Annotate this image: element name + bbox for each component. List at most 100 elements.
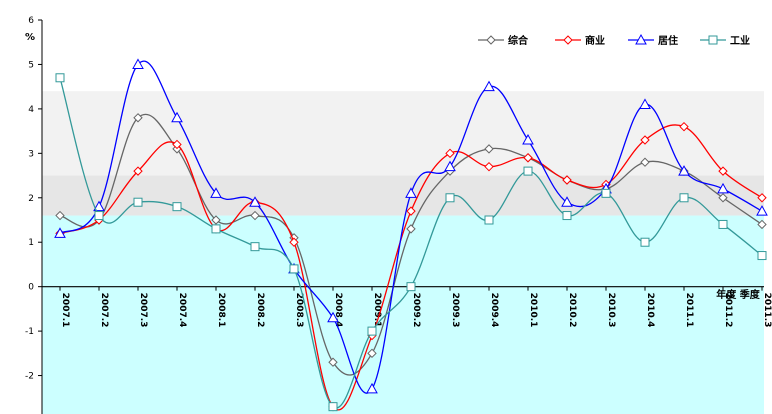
legend-label: 工业 bbox=[730, 34, 750, 47]
data-point bbox=[718, 219, 728, 229]
data-point bbox=[640, 157, 650, 167]
x-tick-label: 2009.2 bbox=[411, 293, 421, 328]
legend-marker bbox=[635, 33, 647, 45]
data-point bbox=[640, 135, 650, 145]
y-axis-label: % bbox=[25, 32, 35, 43]
x-tick-label: 2007.3 bbox=[138, 293, 148, 328]
data-point bbox=[679, 193, 689, 203]
data-point bbox=[718, 193, 728, 203]
x-tick-label: 2008.4 bbox=[333, 293, 343, 328]
data-point bbox=[406, 282, 416, 292]
legend-item: 综合 bbox=[478, 34, 529, 47]
data-point bbox=[249, 196, 261, 207]
x-tick-label: 2009.3 bbox=[450, 293, 460, 328]
series-4 bbox=[55, 73, 767, 412]
data-point bbox=[679, 121, 689, 132]
x-tick-label: 2008.1 bbox=[216, 293, 226, 328]
x-tick-label: 2009.4 bbox=[489, 293, 499, 328]
x-tick-label: 2010.3 bbox=[606, 293, 616, 328]
data-point bbox=[445, 193, 455, 203]
x-tick-label: 2008.2 bbox=[255, 293, 265, 328]
y-tick-label: 2 bbox=[28, 194, 34, 204]
x-tick-label: 2009.1 bbox=[372, 293, 382, 328]
legend-label: 商业 bbox=[585, 34, 605, 47]
data-point bbox=[406, 206, 416, 216]
data-point bbox=[523, 166, 533, 176]
background-band-1 bbox=[42, 91, 764, 176]
data-point bbox=[562, 175, 572, 185]
x-tick-label: 2010.1 bbox=[528, 293, 538, 328]
x-tick-label: 2011.2 bbox=[723, 293, 733, 328]
data-point bbox=[132, 58, 144, 69]
y-tick-label: 4 bbox=[28, 105, 34, 115]
data-point bbox=[405, 187, 417, 198]
data-point bbox=[718, 166, 728, 176]
data-point bbox=[93, 200, 105, 212]
y-tick-label: 6 bbox=[28, 16, 34, 26]
data-point bbox=[367, 348, 377, 359]
series-3 bbox=[54, 58, 768, 394]
data-point bbox=[328, 357, 338, 367]
data-point bbox=[367, 326, 377, 336]
x-tick-label: 2007.2 bbox=[99, 293, 109, 328]
y-tick-label: -2 bbox=[25, 372, 34, 382]
data-point bbox=[172, 139, 182, 150]
data-point bbox=[55, 210, 65, 221]
legend-marker bbox=[486, 35, 496, 45]
data-point bbox=[171, 111, 183, 123]
data-point bbox=[678, 165, 690, 176]
y-tick-label: 0 bbox=[28, 283, 34, 293]
x-axis-title: 年度 季度 bbox=[716, 288, 760, 301]
legend-item: 居住 bbox=[628, 33, 678, 47]
data-point bbox=[289, 237, 299, 247]
data-point bbox=[757, 251, 767, 261]
x-tick-label: 2008.3 bbox=[294, 293, 304, 328]
series-line bbox=[59, 77, 763, 409]
data-point bbox=[327, 311, 339, 323]
data-point bbox=[172, 202, 182, 212]
data-point bbox=[483, 80, 495, 92]
x-tick-label: 2011.3 bbox=[762, 293, 772, 328]
x-tick-label: 2010.4 bbox=[645, 293, 655, 328]
data-point bbox=[601, 188, 611, 198]
background-band-3 bbox=[42, 215, 764, 414]
x-tick-label: 2007.1 bbox=[60, 293, 70, 328]
data-point bbox=[717, 182, 729, 194]
data-point bbox=[406, 224, 416, 234]
data-point bbox=[133, 166, 143, 176]
data-point bbox=[94, 211, 104, 221]
x-tick-label: 2010.2 bbox=[567, 293, 577, 328]
legend-item: 工业 bbox=[700, 34, 750, 47]
y-tick-label: 1 bbox=[28, 238, 34, 248]
y-tick-label: 5 bbox=[28, 60, 34, 70]
data-point bbox=[54, 227, 66, 238]
data-point bbox=[289, 264, 299, 274]
data-point bbox=[561, 196, 573, 207]
data-point bbox=[757, 193, 767, 203]
data-point bbox=[211, 224, 221, 234]
x-tick-label: 2011.1 bbox=[684, 293, 694, 328]
data-point bbox=[639, 98, 651, 109]
legend-marker bbox=[708, 35, 718, 45]
data-point bbox=[133, 113, 143, 123]
legend-marker bbox=[563, 35, 573, 45]
data-point bbox=[640, 237, 650, 247]
series-line bbox=[59, 60, 763, 394]
data-point bbox=[522, 133, 534, 145]
y-tick-label: 3 bbox=[28, 149, 34, 159]
legend-label: 居住 bbox=[658, 34, 678, 47]
data-point bbox=[250, 210, 260, 221]
data-point bbox=[328, 402, 338, 412]
y-tick-label: -1 bbox=[25, 327, 34, 337]
legend-label: 综合 bbox=[508, 34, 529, 47]
legend-item: 商业 bbox=[555, 34, 605, 47]
data-point bbox=[484, 215, 494, 225]
data-point bbox=[366, 382, 378, 394]
x-tick-label: 2007.4 bbox=[177, 293, 187, 328]
data-point bbox=[484, 144, 494, 154]
series-line bbox=[59, 124, 763, 411]
data-point bbox=[445, 148, 455, 159]
data-point bbox=[562, 211, 572, 221]
